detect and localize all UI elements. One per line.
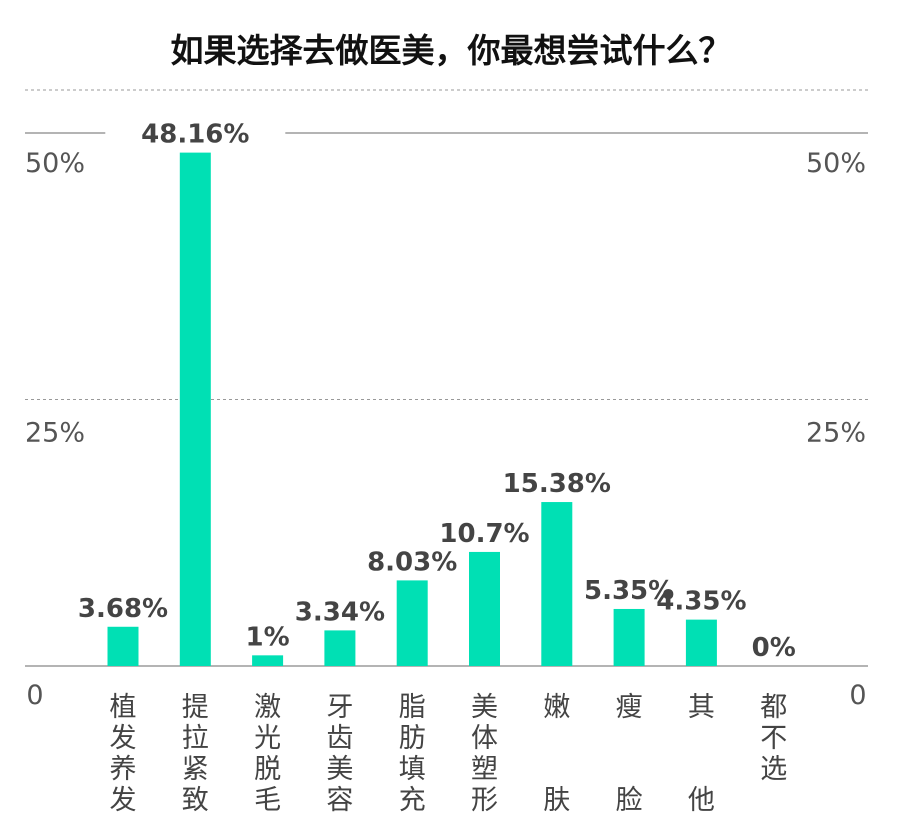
y-tick-left-0: 0 <box>26 680 43 711</box>
x-label-0-char-0: 植 <box>110 692 137 723</box>
bar-2 <box>252 655 284 666</box>
x-label-4-char-0: 脂 <box>399 692 426 723</box>
bar-1 <box>179 152 211 667</box>
x-label-7-char-0: 瘦 <box>616 692 643 723</box>
y-tick-right-50: 50% <box>806 148 866 179</box>
y-tick-left-50: 50% <box>25 148 85 179</box>
x-label-1-char-3: 致 <box>182 785 209 816</box>
x-label-4-char-2: 填 <box>399 754 426 785</box>
chart-title: 如果选择去做医美，你最想尝试什么？ <box>171 31 732 70</box>
x-label-0-char-2: 养 <box>110 754 137 785</box>
x-label-6-char-0: 嫩 <box>543 692 570 723</box>
data-label-3: 3.34% <box>295 597 385 627</box>
bar-7 <box>613 608 645 666</box>
bar-0 <box>107 626 139 666</box>
x-label-5-char-2: 塑 <box>471 754 498 785</box>
x-label-8-char-0: 其 <box>688 692 715 723</box>
bar-6 <box>541 502 573 666</box>
x-label-5-char-1: 体 <box>471 723 498 754</box>
data-label-1: 48.16% <box>141 120 249 150</box>
data-label-8: 4.35% <box>656 587 746 617</box>
bar-8 <box>685 619 717 666</box>
x-label-6-char-1: 肤 <box>543 785 570 816</box>
x-label-7-char-1: 脸 <box>616 785 643 816</box>
bar-5 <box>469 551 500 666</box>
x-label-2-char-1: 光 <box>254 723 281 754</box>
y-tick-left-25: 25% <box>25 418 85 449</box>
x-label-9-char-2: 选 <box>760 754 787 785</box>
x-label-3-char-3: 容 <box>326 785 353 816</box>
y-tick-right-25: 25% <box>806 418 866 449</box>
x-label-0-char-3: 发 <box>110 785 137 816</box>
data-label-2: 1% <box>246 622 290 652</box>
data-label-4: 8.03% <box>367 547 457 577</box>
data-label-7: 5.35% <box>584 576 674 606</box>
x-label-5-char-0: 美 <box>471 692 498 723</box>
data-label-5: 10.7% <box>439 519 529 549</box>
data-label-6: 15.38% <box>503 469 611 499</box>
x-label-3-char-2: 美 <box>326 754 353 785</box>
x-label-1-char-2: 紧 <box>182 754 209 785</box>
x-label-4-char-3: 充 <box>399 785 426 816</box>
x-label-9-char-0: 都 <box>760 692 787 723</box>
x-label-2-char-0: 激 <box>254 692 281 723</box>
x-label-4-char-1: 肪 <box>399 723 426 754</box>
x-label-8-char-1: 他 <box>688 785 715 816</box>
x-label-2-char-3: 毛 <box>254 785 281 816</box>
data-label-9: 0% <box>752 633 796 663</box>
x-label-1-char-0: 提 <box>182 692 209 723</box>
x-label-9-char-1: 不 <box>760 723 787 754</box>
x-label-1-char-1: 拉 <box>182 723 209 754</box>
y-tick-right-0: 0 <box>849 680 866 711</box>
x-label-3-char-1: 齿 <box>326 723 353 754</box>
x-label-2-char-2: 脱 <box>254 754 281 785</box>
x-label-3-char-0: 牙 <box>326 692 353 723</box>
x-label-0-char-1: 发 <box>110 723 137 754</box>
bar-4 <box>396 580 428 666</box>
x-label-5-char-3: 形 <box>471 785 498 816</box>
data-label-0: 3.68% <box>78 594 168 624</box>
bar-3 <box>324 630 356 666</box>
